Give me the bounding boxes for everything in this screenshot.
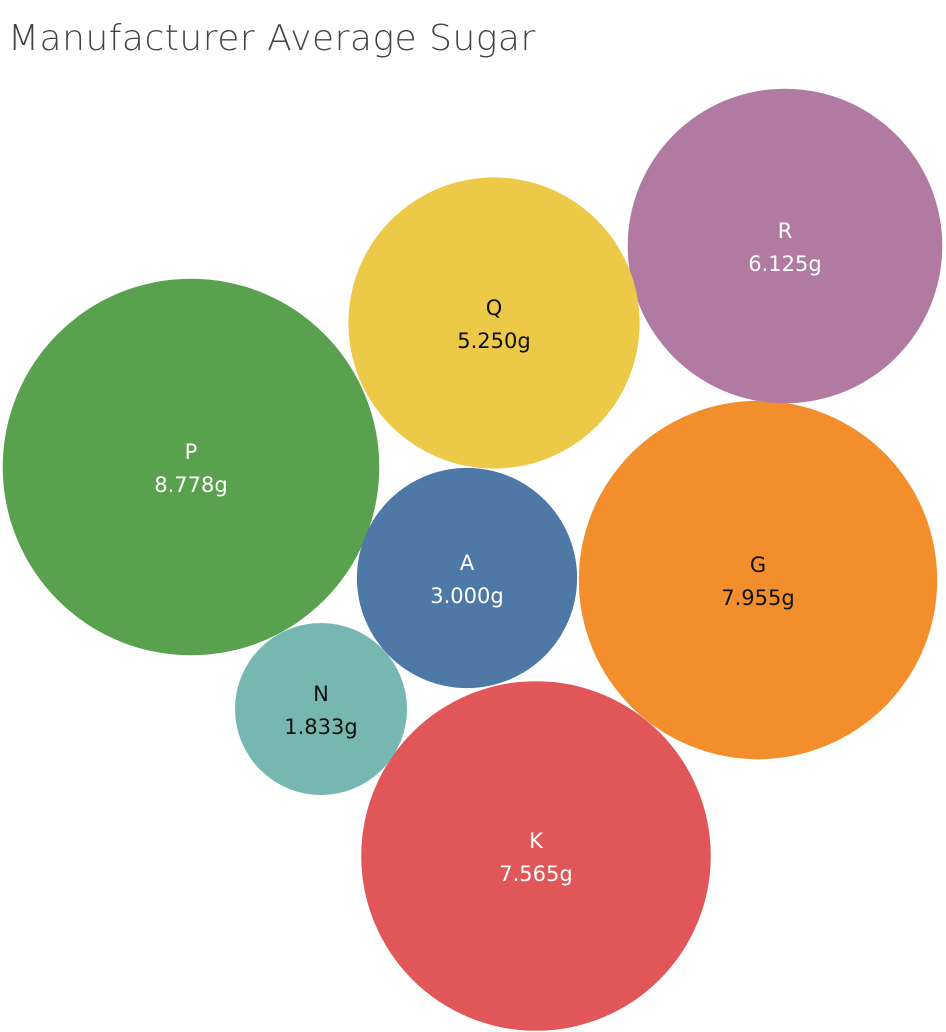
bubble-n[interactable]: N 1.833g	[235, 623, 407, 795]
bubble-value-label-n: 1.833g	[284, 715, 357, 739]
bubble-r[interactable]: R 6.125g	[627, 88, 943, 404]
bubble-circle-k[interactable]	[361, 681, 711, 1031]
bubble-p[interactable]: P 8.778g	[2, 278, 380, 656]
bubble-circle-a[interactable]	[356, 467, 578, 689]
bubble-circle-q[interactable]	[348, 177, 640, 469]
bubble-circle-p[interactable]	[2, 278, 380, 656]
bubble-name-a: A	[460, 551, 475, 575]
bubble-q[interactable]: Q 5.250g	[348, 177, 640, 469]
bubble-name-n: N	[313, 682, 329, 706]
bubble-circle-n[interactable]	[235, 623, 407, 795]
bubble-value-label-q: 5.250g	[457, 329, 530, 353]
bubble-a[interactable]: A 3.000g	[356, 467, 578, 689]
chart-title: Manufacturer Average Sugar	[8, 18, 536, 59]
bubble-value-label-k: 7.565g	[499, 862, 572, 886]
bubble-circle-g[interactable]	[578, 400, 938, 760]
bubble-name-k: K	[529, 829, 544, 853]
bubble-name-p: P	[185, 440, 198, 464]
bubble-name-r: R	[778, 219, 793, 243]
bubble-value-label-a: 3.000g	[430, 584, 503, 608]
bubble-k[interactable]: K 7.565g	[361, 681, 711, 1031]
bubble-value-label-p: 8.778g	[154, 473, 227, 497]
bubble-name-q: Q	[486, 296, 503, 320]
bubble-value-label-g: 7.955g	[721, 586, 794, 610]
bubble-value-label-r: 6.125g	[748, 252, 821, 276]
bubble-name-g: G	[750, 553, 766, 577]
bubble-g[interactable]: G 7.955g	[578, 400, 938, 760]
bubble-circle-r[interactable]	[627, 88, 943, 404]
